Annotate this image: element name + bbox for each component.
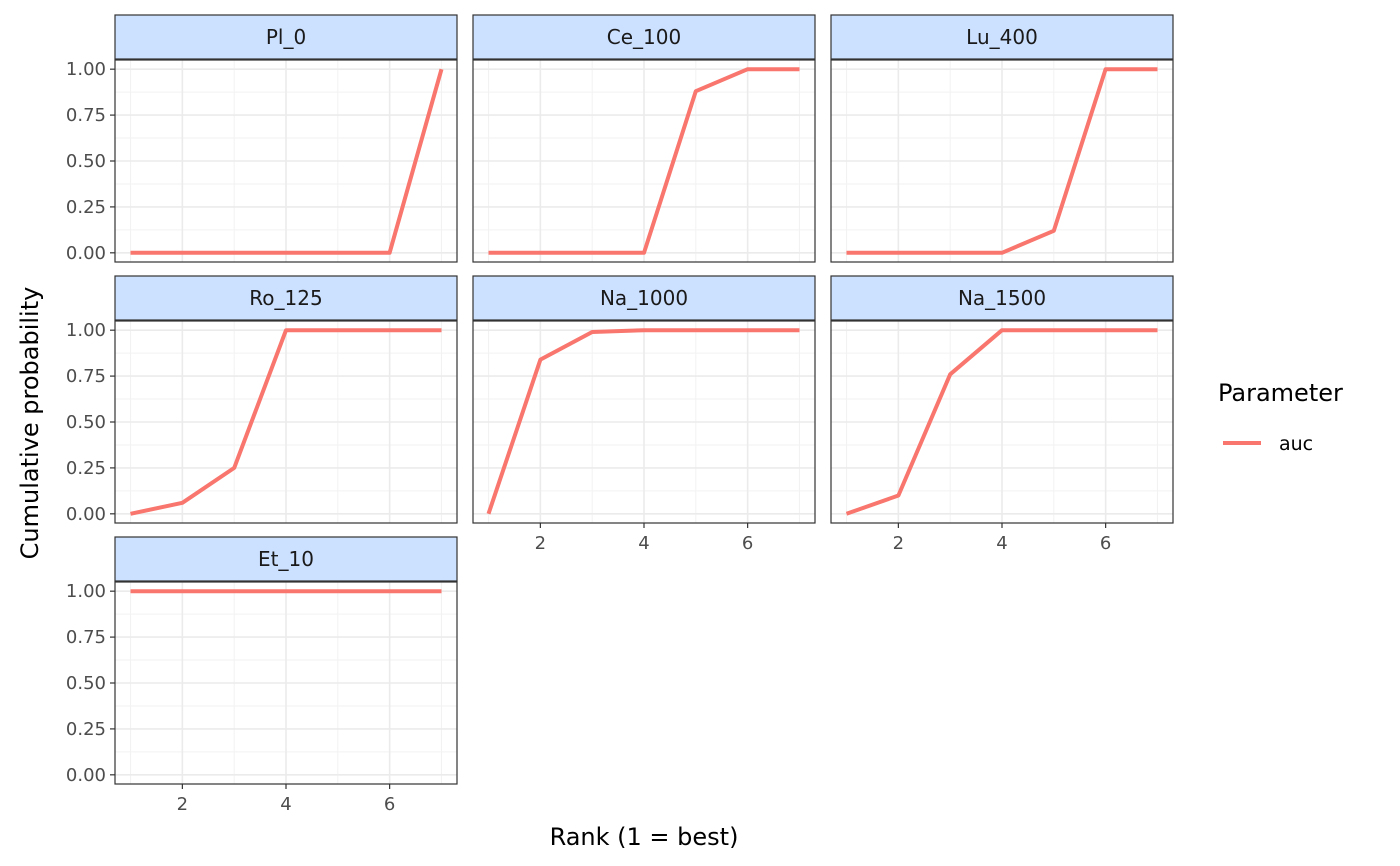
facet-strip [114,536,458,582]
y-tick-label: 0.25 [66,197,106,218]
facet-strip [830,14,1174,60]
facet-label: Na_1000 [600,286,688,310]
facet-strip [114,275,458,321]
facet-strip [472,275,816,321]
facet-panel: Et_10 0.00 0.25 0.50 0.75 1.00 2 4 6 [66,536,458,815]
facet-panel: Ce_100 [472,14,816,263]
y-tick-label: 0.50 [66,151,106,172]
facet-panel: Pl_0 0.00 0.25 0.50 0.75 1.00 [66,14,458,264]
facet-panel: Ro_125 0.00 0.25 0.50 0.75 1.00 [66,275,458,525]
y-tick-label: 1.00 [66,320,106,341]
y-tick-label: 0.00 [66,765,106,786]
facet-label: Pl_0 [266,25,306,49]
x-tick-label: 4 [996,533,1007,554]
facet-strip [114,14,458,60]
panel-border [830,59,1174,263]
y-tick-label: 0.50 [66,673,106,694]
legend-title: Parameter [1218,379,1343,407]
series-line-auc [130,328,442,516]
series-line-auc [845,328,1158,516]
x-tick-label: 6 [1100,533,1111,554]
series-line-auc [488,67,800,255]
y-tick-label: 0.25 [66,719,106,740]
y-tick-label: 0.00 [66,504,106,525]
facet-panel: Lu_400 [830,14,1174,263]
facet-strip [830,275,1174,321]
series-line-auc [486,328,800,515]
y-tick-label: 0.50 [66,412,106,433]
y-tick-label: 0.25 [66,458,106,479]
series-line-auc [846,67,1158,255]
facet-strip [472,14,816,60]
facet-label: Ce_100 [607,25,681,49]
x-tick-label: 2 [893,533,904,554]
x-axis-title: Rank (1 = best) [550,823,739,851]
facet-label: Na_1500 [958,286,1046,310]
x-tick-label: 4 [638,533,649,554]
y-tick-label: 1.00 [66,59,106,80]
legend: Parameter auc [1218,379,1343,455]
y-tick-label: 1.00 [66,581,106,602]
y-tick-label: 0.00 [66,243,106,264]
facet-label: Et_10 [258,547,314,571]
series-line-auc [130,68,444,255]
facet-label: Ro_125 [249,286,322,310]
facet-panel: Na_1000 2 4 6 [472,275,816,554]
panel-border [472,59,816,263]
y-axis-title: Cumulative probability [16,287,44,560]
x-tick-label: 2 [177,794,188,815]
y-tick-label: 0.75 [66,627,106,648]
x-tick-label: 4 [280,794,291,815]
y-tick-label: 0.75 [66,105,106,126]
legend-label: auc [1279,433,1313,455]
x-tick-label: 6 [384,794,395,815]
y-tick-label: 0.75 [66,366,106,387]
x-tick-label: 2 [535,533,546,554]
facet-label: Lu_400 [966,25,1038,49]
x-tick-label: 6 [742,533,753,554]
facet-panel: Na_1500 2 4 6 [830,275,1174,554]
